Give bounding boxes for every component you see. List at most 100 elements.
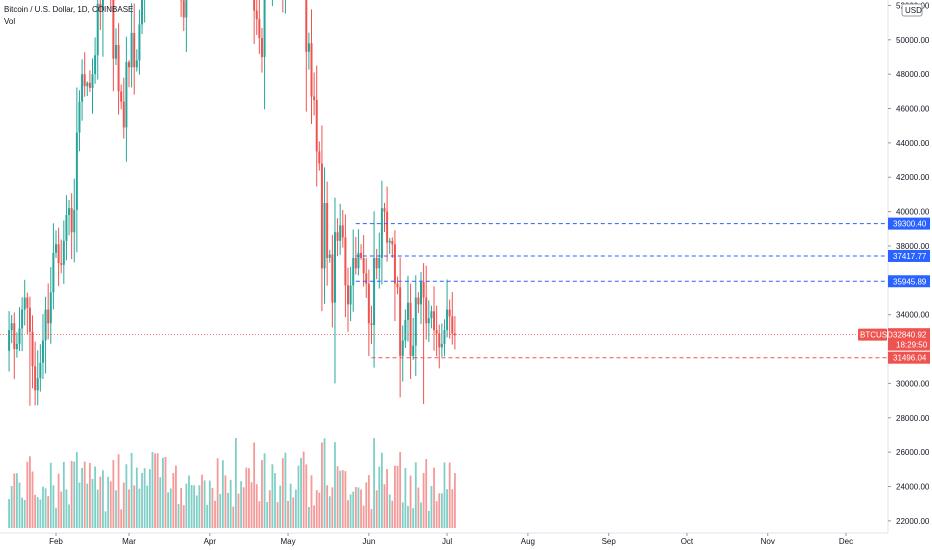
candle-body — [86, 82, 89, 87]
candle-body — [357, 252, 360, 269]
volume-bar — [263, 453, 266, 528]
time-axis[interactable]: Feb Mar Apr May Jun Jul Aug Sep Oct Nov Dec — [0, 532, 888, 550]
candle — [83, 52, 86, 97]
volume-bar — [433, 467, 435, 528]
volume-bar — [289, 483, 292, 528]
volume-bar — [427, 510, 430, 528]
symbol-price-tag[interactable]: BTCUSD — [858, 328, 893, 341]
volume-bar — [284, 452, 287, 528]
symbol-price-tag-box — [858, 328, 887, 341]
volume-bar — [425, 458, 428, 528]
candle — [99, 0, 102, 31]
volume-bar — [245, 467, 248, 528]
candle-body — [122, 101, 125, 128]
last-price-tag-box — [888, 328, 930, 351]
candle — [78, 90, 81, 152]
candle-body — [333, 232, 336, 303]
volume-bar — [44, 488, 47, 528]
candle — [182, 0, 185, 32]
level-price-tag[interactable]: 37417.77 — [888, 249, 930, 262]
candle-body — [68, 208, 71, 216]
candle-body — [135, 60, 138, 68]
candle-body — [13, 323, 16, 350]
candle-body — [75, 132, 78, 210]
volume-bar — [321, 442, 323, 528]
volume-bar — [156, 453, 159, 528]
candle — [271, 0, 273, 7]
volume-bar — [232, 506, 235, 528]
price-axis[interactable]: 22000.00 24000.00 26000.00 28000.00 30000.00… — [858, 0, 932, 550]
candle-body — [310, 43, 313, 97]
candle-body — [380, 208, 383, 258]
candle — [451, 292, 454, 345]
candle — [383, 202, 386, 232]
volume-bar — [391, 500, 394, 528]
volume-bar — [414, 462, 417, 528]
volume-bar — [91, 478, 94, 528]
candle — [122, 77, 125, 139]
volume-bar — [347, 500, 349, 528]
candle — [144, 0, 146, 23]
volume-bar — [240, 481, 243, 528]
candle — [391, 237, 394, 258]
candle-body — [39, 362, 42, 379]
volume-bar — [435, 501, 438, 528]
candle-body — [315, 99, 318, 152]
price-tick-label: 46000.00 — [896, 105, 930, 114]
candle-body — [440, 343, 443, 348]
candle-body — [320, 163, 323, 269]
volume-bar — [339, 470, 342, 528]
volume-bar — [112, 460, 115, 528]
volume-bar — [367, 475, 370, 528]
volume-bar — [175, 465, 177, 528]
volume-bar — [52, 485, 55, 528]
candle — [138, 9, 141, 75]
volume-bar — [135, 467, 138, 528]
time-tick-label: Jul — [442, 537, 452, 546]
candle-body — [55, 244, 57, 253]
volume-bar — [125, 464, 128, 528]
candle — [438, 324, 441, 369]
candle-body — [185, 0, 188, 18]
level-price-tag[interactable]: 31496.04 — [888, 351, 930, 364]
candle — [435, 305, 438, 357]
volume-bar — [167, 492, 170, 528]
volume-indicator-label: Vol — [4, 17, 16, 26]
candle — [362, 235, 365, 287]
candle-body — [94, 55, 97, 75]
volume-bars — [8, 438, 456, 528]
volume-bar — [448, 462, 451, 528]
candle-body — [427, 318, 430, 324]
candle — [31, 315, 34, 389]
candle-body — [125, 62, 128, 128]
candle — [417, 292, 420, 313]
currency-badge[interactable]: USD — [901, 3, 923, 17]
level-price-tag[interactable]: 35945.89 — [888, 275, 930, 288]
volume-bar — [15, 473, 18, 528]
volume-bar — [109, 481, 112, 528]
candle — [433, 286, 436, 351]
level-price-tag-box — [888, 351, 930, 364]
candle — [310, 9, 313, 125]
volume-bar — [360, 489, 362, 528]
level-price-tag[interactable]: 39300.40 — [888, 217, 930, 230]
candle — [34, 341, 37, 406]
volume-bar — [297, 465, 300, 528]
candle — [15, 332, 18, 358]
volume-bar — [23, 499, 26, 528]
time-tick-label: Sep — [602, 537, 617, 546]
candle — [393, 230, 396, 322]
candle — [341, 209, 344, 248]
volume-bar — [386, 469, 389, 528]
candle-body — [70, 208, 73, 233]
volume-bar — [208, 480, 211, 528]
volume-bar — [29, 456, 31, 528]
volume-bar — [172, 473, 175, 528]
volume-bar — [62, 461, 65, 528]
candle-body — [18, 328, 21, 344]
volume-bar — [96, 489, 99, 528]
volume-bar — [146, 485, 149, 528]
candle — [180, 0, 183, 17]
